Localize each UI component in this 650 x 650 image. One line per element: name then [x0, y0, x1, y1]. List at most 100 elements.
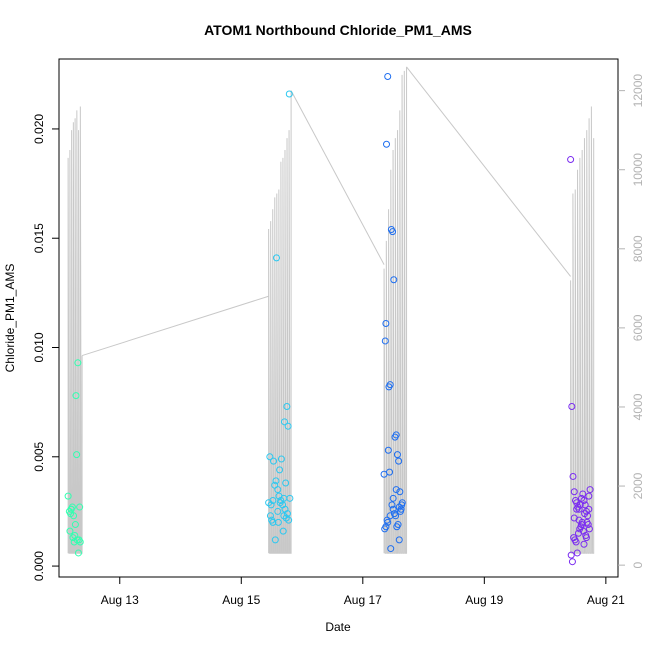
x-tick-label: Aug 15: [222, 593, 260, 607]
data-point: [575, 505, 583, 513]
data-point: [567, 551, 575, 559]
y-tick-label: 0.000: [32, 551, 46, 581]
data-point: [573, 549, 581, 557]
data-point: [394, 521, 402, 529]
data-point: [395, 503, 403, 511]
data-point: [390, 276, 398, 284]
data-point: [579, 490, 587, 498]
data-point: [392, 431, 400, 439]
data-point: [392, 486, 400, 494]
x-tick-label: Aug 17: [344, 593, 382, 607]
x-axis-label: Date: [325, 620, 351, 634]
data-point: [568, 403, 576, 411]
data-point: [284, 422, 292, 430]
data-point: [384, 72, 392, 80]
data-point: [580, 540, 588, 548]
y2-tick-label: 12000: [631, 74, 645, 108]
data-point: [570, 488, 578, 496]
data-point: [274, 486, 282, 494]
y-tick-label: 0.015: [32, 223, 46, 253]
data-point: [76, 538, 84, 546]
data-point: [266, 453, 274, 461]
data-point: [74, 359, 82, 367]
data-point: [386, 381, 394, 389]
x-tick-label: Aug 21: [587, 593, 625, 607]
x-tick-label: Aug 19: [465, 593, 503, 607]
data-point: [389, 494, 397, 502]
y-tick-label: 0.020: [32, 114, 46, 144]
data-point: [76, 503, 84, 511]
data-point: [285, 90, 293, 98]
data-point: [576, 501, 584, 509]
y-tick-label: 0.005: [32, 441, 46, 471]
data-point: [273, 254, 281, 262]
secondary-line-connector: [406, 66, 572, 277]
data-point: [271, 536, 279, 544]
data-point: [396, 488, 404, 496]
data-point: [585, 492, 593, 500]
data-point: [64, 492, 72, 500]
y-tick-label: 0.010: [32, 332, 46, 362]
data-point: [283, 403, 291, 411]
data-point: [71, 521, 79, 529]
data-point: [392, 512, 400, 520]
data-point: [274, 507, 282, 515]
data-point: [66, 527, 74, 535]
data-point: [388, 501, 396, 509]
axes-layer: Aug 13 Aug 15 Aug 17 Aug 19 Aug 21 0.000 0.005…: [32, 74, 645, 607]
y-axis-label: Chloride_PM1_AMS: [3, 264, 17, 373]
data-point: [384, 518, 392, 526]
y2-tick-label: 4000: [631, 393, 645, 420]
y2-tick-label: 10000: [631, 153, 645, 187]
data-point: [272, 477, 280, 485]
data-point: [279, 527, 287, 535]
data-point: [276, 499, 284, 507]
y2-tick-label: 0: [631, 561, 645, 568]
y2-tick-label: 2000: [631, 472, 645, 499]
data-point: [386, 512, 394, 520]
data-point: [568, 558, 576, 566]
data-point: [384, 446, 392, 454]
data-point: [573, 499, 581, 507]
data-point: [269, 518, 277, 526]
data-point: [277, 455, 285, 463]
data-point: [286, 494, 294, 502]
data-point: [383, 140, 391, 148]
y2-tick-label: 6000: [631, 314, 645, 341]
data-point: [382, 523, 390, 531]
data-point: [280, 418, 288, 426]
data-point: [578, 521, 586, 529]
data-point: [573, 505, 581, 513]
data-point: [382, 319, 390, 327]
data-point: [381, 337, 389, 345]
data-point: [269, 497, 277, 505]
secondary-line-connector: [290, 90, 385, 265]
data-point: [282, 479, 290, 487]
chart-title: ATOM1 Northbound Chloride_PM1_AMS: [204, 22, 472, 38]
data-point: [567, 156, 575, 164]
data-point: [267, 501, 275, 509]
data-point: [285, 516, 293, 524]
data-point: [74, 549, 82, 557]
data-point: [386, 468, 394, 476]
data-point: [572, 538, 580, 546]
x-tick-label: Aug 13: [101, 593, 139, 607]
data-point: [585, 505, 593, 513]
data-point: [69, 534, 77, 542]
y2-tick-label: 8000: [631, 235, 645, 262]
data-point: [73, 451, 81, 459]
data-point: [389, 228, 397, 236]
data-point: [67, 505, 75, 513]
data-point: [283, 510, 291, 518]
secondary-line-connector: [81, 295, 269, 357]
plot-frame: [58, 58, 619, 578]
data-point: [266, 512, 274, 520]
data-point: [67, 510, 75, 518]
data-point: [586, 486, 594, 494]
data-point: [395, 457, 403, 465]
data-point: [584, 521, 592, 529]
secondary-line-segment: [383, 66, 408, 554]
data-point: [395, 536, 403, 544]
data-point: [581, 501, 589, 509]
